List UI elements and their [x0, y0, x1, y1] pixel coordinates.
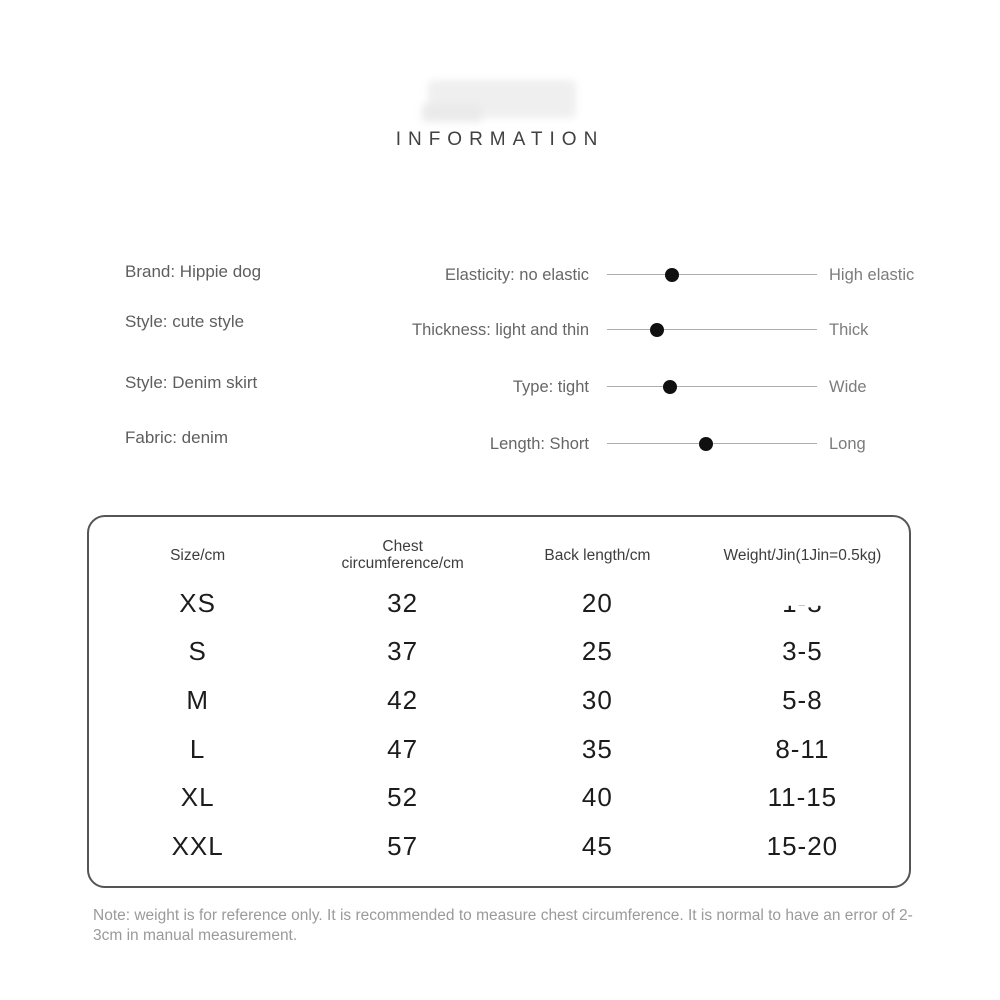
cell-back-length: 45 [581, 830, 613, 861]
table-row-xs: XS 32 20 1-3 [89, 579, 909, 628]
table-row-xxl: XXL 57 45 15-20 [89, 822, 909, 871]
slider-thickness-dot [650, 322, 665, 337]
col-header-size: Size/cm [170, 546, 226, 564]
slider-length-dot [698, 436, 713, 451]
slider-elasticity-dot [665, 267, 680, 282]
cell-weight: 5-8 [782, 684, 823, 715]
col-header-weight: Weight/Jin(1Jin=0.5kg) [723, 546, 882, 564]
cell-size: XS [179, 587, 216, 618]
measurement-note: Note: weight is for reference only. It i… [93, 907, 913, 944]
slider-length-max-label: Long [829, 435, 866, 453]
slider-thickness: Thickness: light and thin Thick [0, 320, 1000, 340]
table-row-l: L 47 35 8-11 [89, 725, 909, 774]
table-row-m: M 42 30 5-8 [89, 676, 909, 725]
slider-length-track [607, 436, 817, 451]
cell-chest: 32 [387, 587, 419, 618]
cell-size: XXL [171, 830, 224, 861]
slider-thickness-track [607, 322, 817, 337]
cell-back-length: 40 [581, 782, 613, 813]
slider-elasticity-track [607, 267, 817, 282]
slider-elasticity-max-label: High elastic [829, 266, 915, 284]
cell-weight: 15-20 [766, 830, 839, 861]
slider-thickness-label: Thickness: light and thin [411, 321, 589, 339]
cell-size: L [189, 733, 206, 764]
col-header-chest: Chest circumference/cm [341, 538, 464, 572]
cell-weight: 3-5 [782, 636, 823, 667]
col-header-back-length: Back length/cm [544, 546, 651, 564]
size-table-body: XS 32 20 1-3 S 37 25 3-5 M 42 30 5-8 L 4… [89, 579, 909, 871]
spec-style-denim-skirt: Style: Denim skirt [125, 373, 258, 392]
cell-weight: 8-11 [775, 733, 830, 764]
cell-size: M [186, 684, 209, 715]
cell-chest: 47 [387, 733, 419, 764]
slider-elasticity-label: Elasticity: no elastic [445, 266, 589, 284]
cell-size: XL [180, 782, 215, 813]
table-row-s: S 37 25 3-5 [89, 628, 909, 677]
cell-chest: 42 [387, 684, 419, 715]
slider-length-label: Length: Short [489, 435, 589, 453]
slider-length: Length: Short Long [0, 434, 1000, 454]
cell-back-length: 25 [581, 636, 613, 667]
cell-chest: 52 [387, 782, 419, 813]
spec-style-cute: Style: cute style [125, 312, 245, 331]
slider-thickness-max-label: Thick [829, 321, 869, 339]
slider-type-track [607, 379, 817, 394]
slider-type-max-label: Wide [829, 378, 867, 396]
spec-fabric: Fabric: denim [125, 428, 228, 447]
spec-brand: Brand: Hippie dog [125, 262, 262, 281]
watermark-blob [422, 80, 576, 122]
slider-type-dot [663, 379, 677, 394]
cell-back-length: 30 [581, 684, 613, 715]
cell-weight: 1-3 [696, 588, 909, 619]
cell-chest: 57 [387, 830, 419, 861]
cell-chest: 37 [387, 636, 419, 667]
cell-weight-clipped-text: 1-3 [782, 587, 823, 618]
cell-weight: 11-15 [767, 782, 838, 813]
size-table-header: Size/cm Chest circumference/cm Back leng… [89, 517, 909, 579]
cell-back-length: 20 [581, 587, 613, 618]
size-table: Size/cm Chest circumference/cm Back leng… [87, 515, 911, 888]
cell-size: S [188, 636, 207, 667]
slider-type: Type: tight Wide [0, 377, 1000, 397]
page-title: INFORMATION [395, 129, 605, 150]
slider-elasticity: Elasticity: no elastic High elastic [0, 265, 1000, 285]
cell-back-length: 35 [581, 733, 613, 764]
table-row-xl: XL 52 40 11-15 [89, 773, 909, 822]
slider-type-label: Type: tight [512, 378, 589, 396]
